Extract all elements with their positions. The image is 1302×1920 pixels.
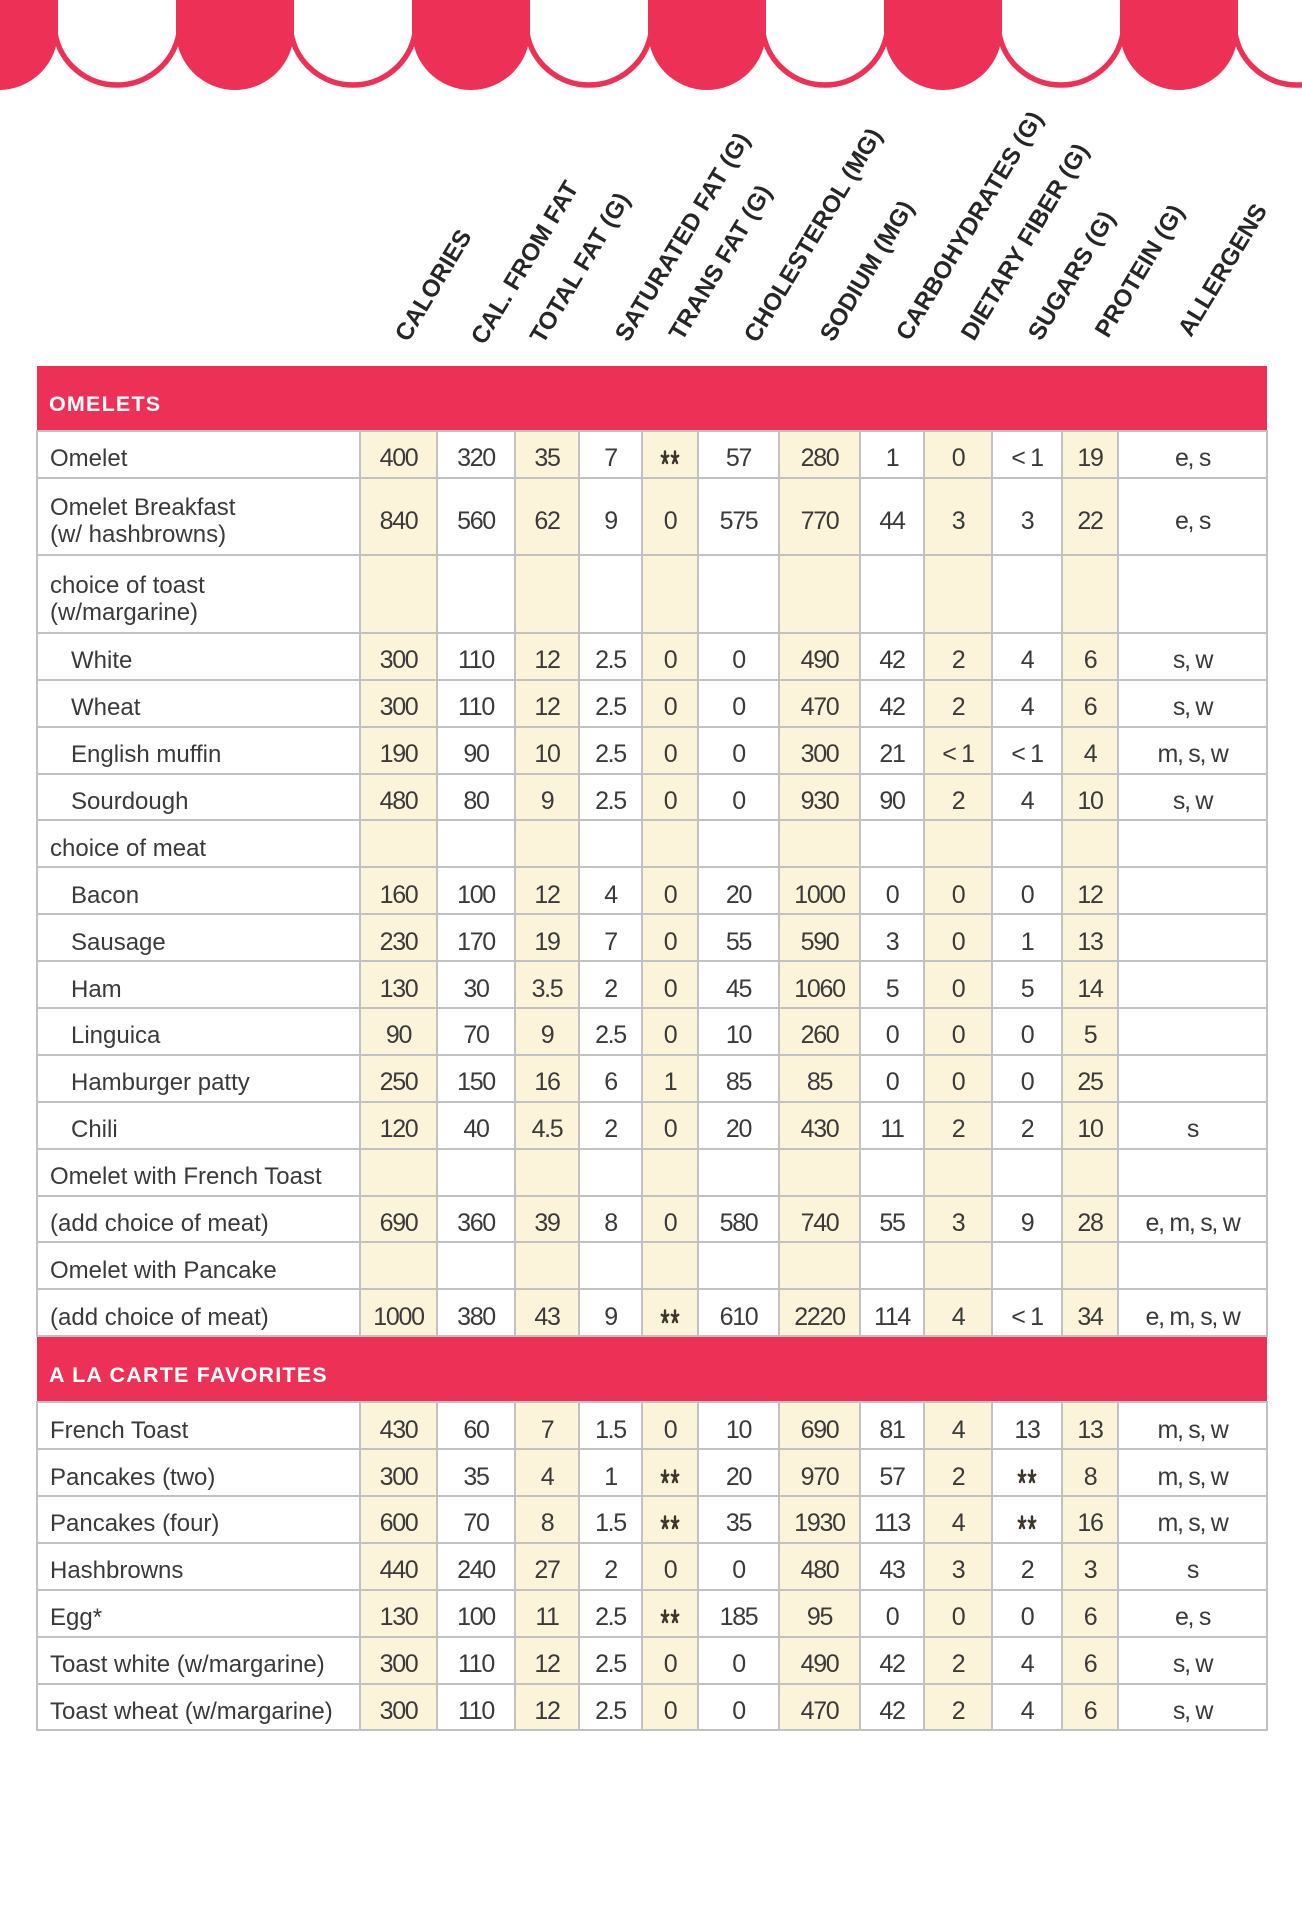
svg-text:CALORIES: CALORIES	[390, 225, 478, 346]
svg-text:CHOLESTEROL (MG): CHOLESTEROL (MG)	[739, 124, 888, 347]
svg-text:CAL. FROM FAT: CAL. FROM FAT	[466, 176, 585, 349]
svg-text:ALLERGENS: ALLERGENS	[1173, 199, 1273, 341]
svg-text:DIETARY FIBER (G): DIETARY FIBER (G)	[956, 139, 1094, 345]
